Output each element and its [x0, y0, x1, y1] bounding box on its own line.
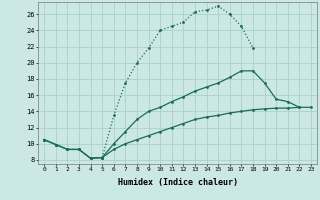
X-axis label: Humidex (Indice chaleur): Humidex (Indice chaleur) — [118, 178, 238, 187]
